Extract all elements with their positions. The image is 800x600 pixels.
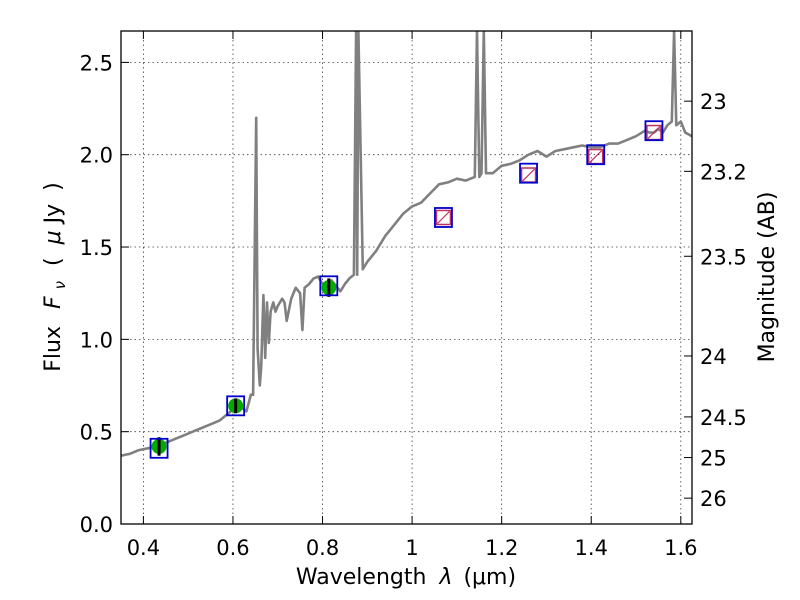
plot-frame: [120, 30, 693, 525]
y-tick-label: 0.5: [80, 421, 113, 445]
model-flux-box: [149, 437, 169, 459]
model-flux-box: [319, 275, 339, 297]
y-axis-label: Flux F ν ( μ Jy ): [41, 182, 71, 371]
model-flux-box: [434, 207, 453, 228]
y-tick-label: 1.5: [80, 236, 113, 260]
upper-limit-slash: [522, 168, 535, 182]
y2-axis-label: Magnitude (AB): [755, 192, 780, 363]
tick-labels: 0.4 0.6 0.8 1 1.2 1.4 1.6 0.0 0.5 1.0 1.5 2.0 2.5 23 2…: [80, 51, 747, 560]
upper-limit-slash: [589, 150, 603, 163]
x-tick-label: 1: [405, 536, 418, 560]
x-tick-label: 0.8: [306, 536, 339, 560]
y2-tick-label: 25: [700, 447, 727, 471]
x-axis-label-symbol: λ: [438, 565, 452, 590]
x-tick-label: 1.4: [575, 536, 608, 560]
y2-tick-label: 23: [700, 90, 727, 114]
y-tick-label: 1.0: [80, 328, 113, 352]
model-flux-box: [644, 120, 664, 142]
y2-tick-label: 24: [700, 345, 727, 369]
x-tick-label: 1.6: [664, 536, 697, 560]
x-tick-label: 1.2: [485, 536, 518, 560]
model-flux-box: [226, 395, 246, 417]
grid: [121, 31, 692, 525]
x-axis-label: Wavelength λ (μm): [296, 565, 516, 590]
model-flux-box: [519, 162, 538, 184]
model-flux-box: [586, 144, 606, 166]
y-axis-label-prefix: Flux: [41, 326, 66, 372]
x-tick-label: 0.4: [127, 536, 160, 560]
y2-tick-label: 26: [700, 487, 727, 511]
y-axis-label-close: ): [41, 182, 66, 191]
x-tick-label: 0.6: [216, 536, 249, 560]
y2-tick-label: 23.5: [700, 245, 747, 269]
x-axis-label-prefix: Wavelength: [296, 565, 427, 590]
y-axis-label-unit: Jy: [41, 204, 66, 226]
y-axis-label-symbol: F: [41, 296, 66, 309]
photometry-points: [149, 120, 664, 459]
y-axis-label-mu: μ: [41, 230, 66, 245]
upper-limit-slash: [437, 211, 450, 224]
upper-limit-slash: [647, 126, 661, 139]
x-axis-label-unit: (μm): [463, 565, 516, 590]
y-tick-label: 2.0: [80, 144, 113, 168]
spectrum-line: [121, 31, 692, 457]
upper-limit-marker: [435, 209, 452, 226]
y-tick-label: 0.0: [80, 513, 113, 537]
y-axis-label-subscript: ν: [51, 281, 69, 289]
y2-tick-label: 23.2: [700, 160, 747, 184]
y-tick-label: 2.5: [80, 51, 113, 75]
y-axis-label-open: (: [41, 257, 66, 266]
axis-ticks: [121, 31, 692, 525]
y2-tick-label: 24.5: [700, 406, 747, 430]
spectrum-series: [121, 31, 692, 457]
